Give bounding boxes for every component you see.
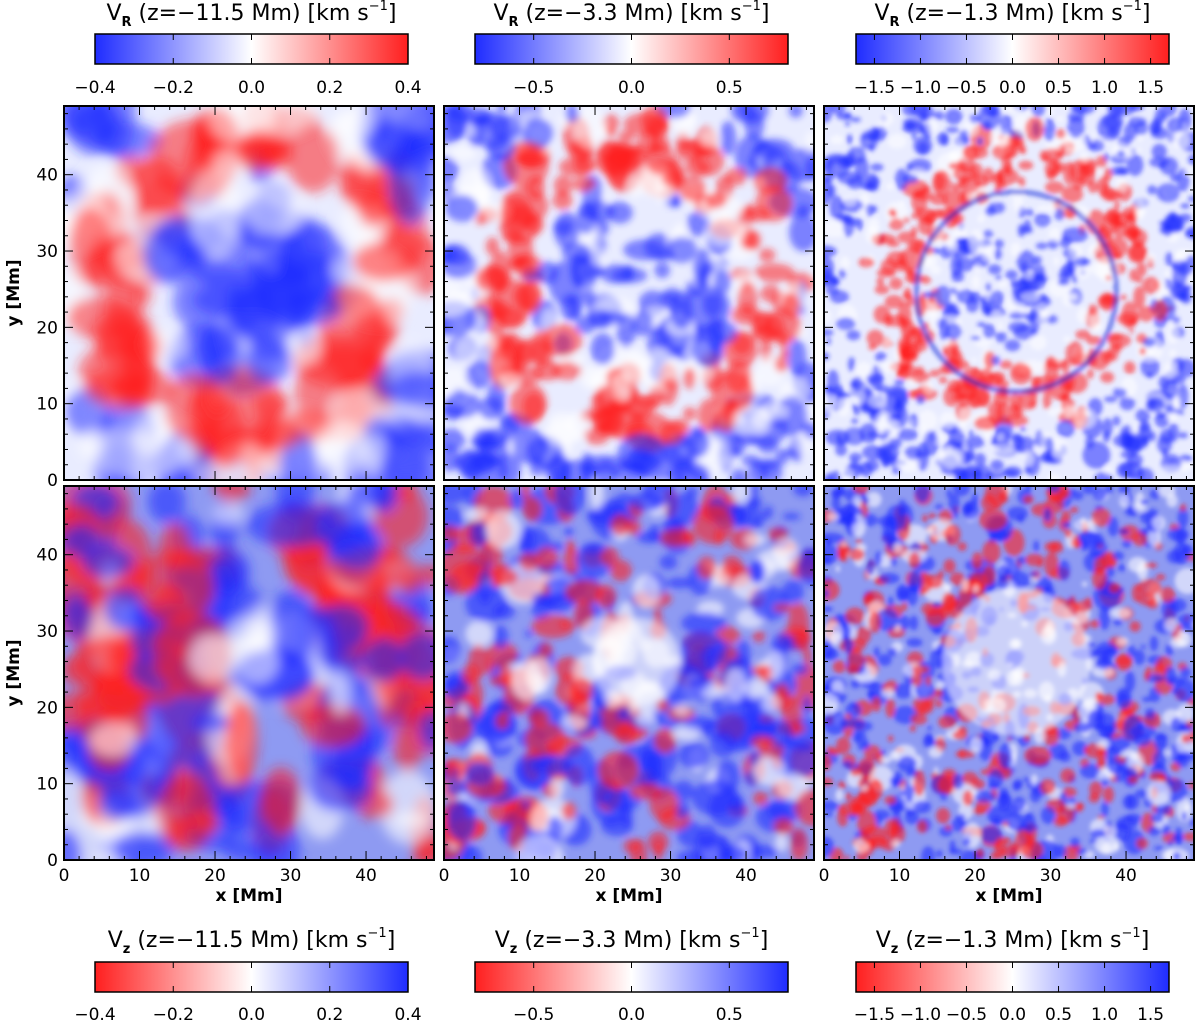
- colorbar-tick-label: −1.5: [854, 78, 895, 98]
- colorbar-title: Vz (z=−11.5 Mm) [km s−1]: [108, 926, 396, 957]
- y-tick-label: 30: [36, 242, 58, 262]
- y-tick-label: 10: [36, 395, 58, 415]
- x-tick-label: 40: [1115, 866, 1137, 886]
- colorbar-tick-label: 1.5: [1137, 1005, 1164, 1025]
- colorbar-title: VR (z=−11.5 Mm) [km s−1]: [106, 0, 396, 30]
- colorbar-title: VR (z=−3.3 Mm) [km s−1]: [493, 0, 769, 30]
- panel-frame: [823, 105, 1195, 481]
- x-tick-label: 10: [889, 866, 911, 886]
- colorbar-title: Vz (z=−3.3 Mm) [km s−1]: [495, 926, 769, 957]
- colorbar-tick-label: 0.0: [999, 1005, 1026, 1025]
- colorbar-tick-label: −1.0: [900, 78, 941, 98]
- field-map: [824, 106, 1194, 480]
- colorbar-tick-label: −0.5: [513, 1005, 554, 1025]
- colorbar-tick-label: 0.4: [394, 78, 421, 98]
- panel-frame: [443, 105, 815, 481]
- axis-ticks: [823, 486, 1194, 861]
- field-map: [64, 486, 434, 860]
- y-tick-label: 20: [36, 318, 58, 338]
- axis-ticks: [443, 106, 814, 481]
- x-axis-label: x [Mm]: [975, 886, 1042, 906]
- x-tick-label: 20: [204, 866, 226, 886]
- x-tick-label: 10: [129, 866, 151, 886]
- x-tick-label: 40: [735, 866, 757, 886]
- colorbar-tick-label: −1.5: [854, 1005, 895, 1025]
- colorbar-tick-label: 0.4: [394, 1005, 421, 1025]
- colorbar-tick-label: −0.4: [74, 78, 115, 98]
- x-tick-label: 30: [1040, 866, 1062, 886]
- colorbar-tick-label: −0.4: [74, 1005, 115, 1025]
- colorbar-tick-label: 1.0: [1091, 78, 1118, 98]
- field-map: [444, 106, 814, 480]
- colorbar-tick-label: −0.5: [513, 78, 554, 98]
- colorbar-tick-label: 1.0: [1091, 1005, 1118, 1025]
- x-tick-label: 20: [964, 866, 986, 886]
- x-tick-label: 0: [819, 866, 830, 886]
- x-tick-label: 40: [355, 866, 377, 886]
- colorbar-tick-label: 0.5: [716, 78, 743, 98]
- y-tick-label: 0: [47, 471, 58, 491]
- panel-frame: [823, 485, 1195, 861]
- colorbar-tick-label: 0.0: [238, 78, 265, 98]
- y-tick-label: 20: [36, 698, 58, 718]
- panel-frame: [63, 485, 435, 861]
- colorbar-tick-label: −0.2: [153, 78, 194, 98]
- colorbar-tick-label: −0.5: [946, 1005, 987, 1025]
- y-tick-label: 10: [36, 775, 58, 795]
- x-tick-label: 0: [439, 866, 450, 886]
- colorbar-tick-label: −1.0: [900, 1005, 941, 1025]
- colorbar-tick-label: 0.0: [238, 1005, 265, 1025]
- colorbar-tick-label: 0.5: [716, 1005, 743, 1025]
- colorbar-tick-label: −0.2: [153, 1005, 194, 1025]
- x-axis-label: x [Mm]: [595, 886, 662, 906]
- colorbar-tick-label: 0.0: [618, 78, 645, 98]
- x-tick-label: 0: [59, 866, 70, 886]
- colorbar-tick-label: 0.0: [999, 78, 1026, 98]
- axis-ticks: [63, 106, 434, 481]
- panel-frame: [63, 105, 435, 481]
- y-tick-label: 30: [36, 622, 58, 642]
- y-tick-label: 40: [36, 546, 58, 566]
- field-map: [444, 486, 814, 860]
- colorbar-tick-label: 0.5: [1045, 1005, 1072, 1025]
- colorbar-tick-label: 0.0: [618, 1005, 645, 1025]
- x-tick-label: 10: [509, 866, 531, 886]
- x-axis-label: x [Mm]: [215, 886, 282, 906]
- axis-ticks: [443, 486, 814, 861]
- axis-ticks: [823, 106, 1194, 481]
- colorbar-tick-label: 1.5: [1137, 78, 1164, 98]
- field-map: [824, 486, 1194, 860]
- x-tick-label: 30: [660, 866, 682, 886]
- x-tick-label: 30: [280, 866, 302, 886]
- x-tick-label: 20: [584, 866, 606, 886]
- colorbar-tick-label: −0.5: [946, 78, 987, 98]
- colorbar-tick-label: 0.2: [316, 78, 343, 98]
- colorbar-tick-label: 0.2: [316, 1005, 343, 1025]
- field-map: [64, 106, 434, 480]
- y-tick-label: 0: [47, 851, 58, 871]
- panel-frame: [443, 485, 815, 861]
- colorbar-tick-label: 0.5: [1045, 78, 1072, 98]
- axis-ticks: [63, 486, 434, 861]
- y-axis-label: y [Mm]: [4, 639, 24, 706]
- y-tick-label: 40: [36, 166, 58, 186]
- colorbar-title: VR (z=−1.3 Mm) [km s−1]: [874, 0, 1150, 30]
- y-axis-label: y [Mm]: [4, 259, 24, 326]
- colorbar-title: Vz (z=−1.3 Mm) [km s−1]: [876, 926, 1150, 957]
